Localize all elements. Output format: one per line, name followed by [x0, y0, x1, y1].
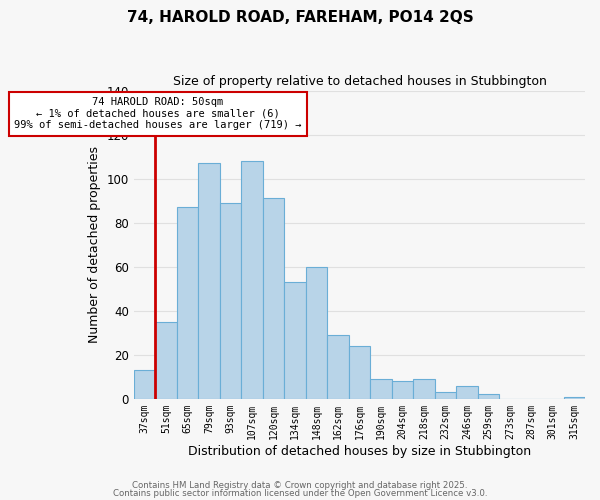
Text: Contains HM Land Registry data © Crown copyright and database right 2025.: Contains HM Land Registry data © Crown c…: [132, 481, 468, 490]
X-axis label: Distribution of detached houses by size in Stubbington: Distribution of detached houses by size …: [188, 444, 531, 458]
Bar: [327, 335, 349, 399]
Bar: [563, 396, 585, 399]
Bar: [263, 198, 284, 399]
Text: Contains public sector information licensed under the Open Government Licence v3: Contains public sector information licen…: [113, 488, 487, 498]
Bar: [241, 161, 263, 399]
Bar: [284, 282, 306, 399]
Bar: [177, 208, 199, 399]
Bar: [134, 370, 155, 399]
Bar: [478, 394, 499, 399]
Bar: [434, 392, 456, 399]
Text: 74, HAROLD ROAD, FAREHAM, PO14 2QS: 74, HAROLD ROAD, FAREHAM, PO14 2QS: [127, 10, 473, 25]
Bar: [370, 379, 392, 399]
Text: 74 HAROLD ROAD: 50sqm
← 1% of detached houses are smaller (6)
99% of semi-detach: 74 HAROLD ROAD: 50sqm ← 1% of detached h…: [14, 97, 302, 130]
Bar: [306, 266, 327, 399]
Bar: [199, 163, 220, 399]
Bar: [155, 322, 177, 399]
Bar: [456, 386, 478, 399]
Bar: [349, 346, 370, 399]
Y-axis label: Number of detached properties: Number of detached properties: [88, 146, 101, 343]
Bar: [413, 379, 434, 399]
Title: Size of property relative to detached houses in Stubbington: Size of property relative to detached ho…: [173, 75, 547, 88]
Bar: [220, 203, 241, 399]
Bar: [392, 381, 413, 399]
